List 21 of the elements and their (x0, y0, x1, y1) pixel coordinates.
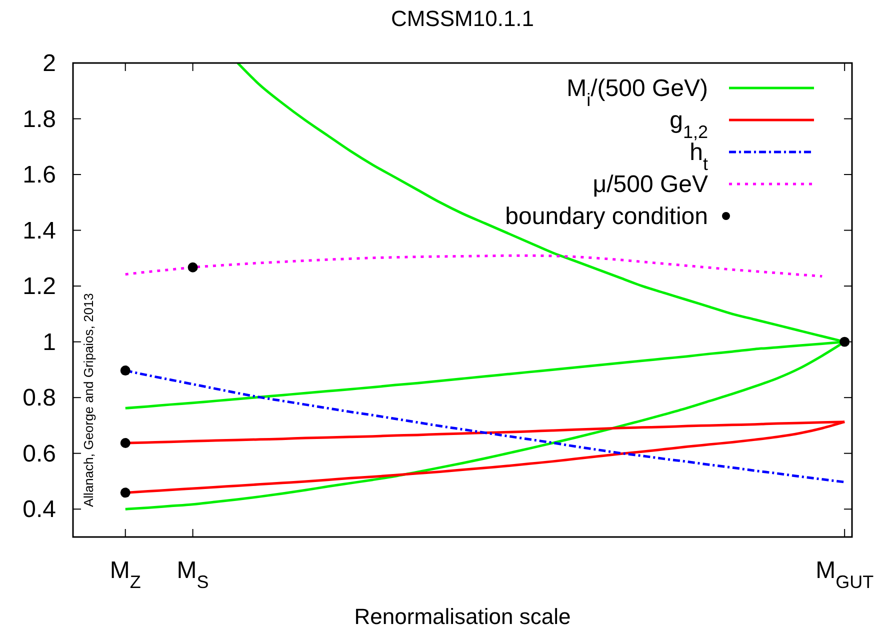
legend-label: μ/500 GeV (592, 171, 708, 198)
y-tick-label: 2 (42, 50, 56, 77)
legend-label: h$_{t}$ (690, 139, 708, 174)
y-tick-label: 0.6 (22, 440, 56, 468)
annotation: Allanach, George and Gripaios, 2013 (81, 293, 96, 507)
x-tick-label: M$_{Z}$ (110, 557, 141, 592)
line-series (124, 254, 824, 278)
y-tick-label: 1.8 (22, 106, 56, 133)
y-tick-label: 1.2 (22, 273, 56, 300)
x-tick-label: M$_{GUT}$ (816, 557, 874, 592)
x-tick-label: M$_{S}$ (176, 557, 209, 592)
legend-label: boundary condition (505, 203, 708, 230)
y-tick-label: 0.8 (22, 384, 56, 412)
x-axis-title: Renormalisation scale (354, 604, 571, 629)
y-tick-label: 0.4 (22, 496, 56, 524)
legend-label: M$_{i}$/(500 GeV) (566, 75, 708, 110)
chart-title: CMSSM10.1.1 (390, 6, 534, 31)
y-tick-label: 1.6 (22, 162, 56, 189)
legend-label: g$_{1,2}$ (670, 107, 708, 142)
y-tick-label: 1.4 (22, 217, 56, 244)
y-tick-label: 1 (42, 328, 56, 356)
